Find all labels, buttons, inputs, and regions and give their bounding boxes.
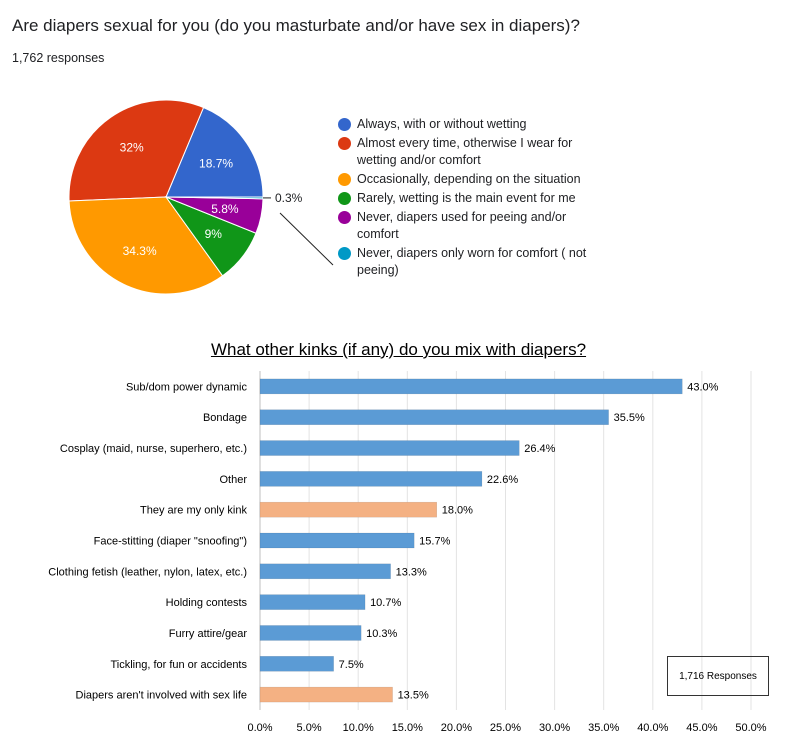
question-title: Are diapers sexual for you (do you mastu…	[12, 16, 580, 35]
bar-value-label: 35.5%	[614, 412, 645, 424]
x-tick-label: 0.0%	[247, 722, 272, 734]
responses-box: 1,716 Responses	[667, 656, 769, 696]
x-tick-label: 30.0%	[539, 722, 570, 734]
bar	[259, 563, 391, 580]
bar	[259, 532, 415, 549]
x-tick-label: 15.0%	[392, 722, 423, 734]
bar	[259, 656, 334, 672]
bar-value-label: 13.3%	[396, 566, 427, 578]
bar-value-label: 7.5%	[339, 659, 364, 671]
legend-label: Rarely, wetting is the main event for me	[357, 191, 576, 205]
pie-slice-label: 5.8%	[211, 202, 239, 216]
bar	[259, 471, 483, 487]
category-label: Other	[219, 474, 247, 486]
pie-slice	[68, 196, 224, 295]
pie-slice	[68, 99, 205, 202]
legend-swatch	[338, 247, 351, 260]
bar-chart-title: What other kinks (if any) do you mix wit…	[210, 340, 587, 359]
category-label: Tickling, for fun or accidents	[110, 659, 247, 671]
x-tick-label: 40.0%	[637, 722, 668, 734]
x-tick-label: 20.0%	[441, 722, 472, 734]
legend-label: Never, diapers only worn for comfort ( n…	[357, 246, 587, 277]
pie-slice-label: 32%	[120, 141, 144, 155]
pie-slice-label: 34.3%	[123, 244, 157, 258]
legend-item: Occasionally, depending on the situation	[338, 171, 598, 188]
legend-item: Almost every time, otherwise I wear for …	[338, 135, 598, 169]
legend-label: Almost every time, otherwise I wear for …	[357, 136, 573, 167]
legend-item: Never, diapers used for peeing and/or co…	[338, 209, 598, 243]
category-label: Furry attire/gear	[169, 628, 248, 640]
category-label: Cosplay (maid, nurse, superhero, etc.)	[60, 443, 247, 455]
x-tick-label: 25.0%	[490, 722, 521, 734]
x-tick-label: 45.0%	[686, 722, 717, 734]
pie-slice	[165, 106, 264, 198]
bar-value-label: 10.3%	[366, 628, 397, 640]
bar	[259, 686, 393, 703]
bar-value-label: 22.6%	[487, 474, 518, 486]
bar-value-label: 26.4%	[524, 443, 555, 455]
bar-value-label: 13.5%	[398, 690, 429, 702]
pie-legend: Always, with or without wetting Almost e…	[338, 116, 598, 281]
legend-swatch	[338, 137, 351, 150]
category-label: Face-stitting (diaper "snoofing")	[94, 536, 247, 548]
legend-item: Rarely, wetting is the main event for me	[338, 190, 598, 207]
pie-slice-label: 9%	[205, 227, 223, 241]
legend-swatch	[338, 211, 351, 224]
legend-swatch	[338, 192, 351, 205]
category-label: Bondage	[203, 412, 247, 424]
response-count: 1,762 responses	[12, 51, 105, 65]
bar-value-label: 15.7%	[419, 536, 450, 548]
x-tick-label: 5.0%	[297, 722, 322, 734]
legend-swatch	[338, 173, 351, 186]
legend-item: Never, diapers only worn for comfort ( n…	[338, 245, 598, 279]
category-label: Sub/dom power dynamic	[126, 381, 248, 393]
legend-swatch	[338, 118, 351, 131]
pie-slice-label: 18.7%	[199, 157, 233, 171]
pie-slice-label: 0.3%	[275, 191, 303, 205]
bar-value-label: 10.7%	[370, 597, 401, 609]
x-tick-label: 35.0%	[588, 722, 619, 734]
legend-label: Never, diapers used for peeing and/or co…	[357, 210, 567, 241]
bar	[259, 440, 520, 456]
bar	[259, 501, 438, 518]
x-tick-label: 10.0%	[343, 722, 374, 734]
bar	[259, 625, 362, 641]
category-label: They are my only kink	[140, 505, 247, 517]
bar-value-label: 18.0%	[442, 505, 473, 517]
legend-label: Always, with or without wetting	[357, 117, 527, 131]
bar-value-label: 43.0%	[687, 381, 718, 393]
bar	[259, 594, 366, 610]
legend-label: Occasionally, depending on the situation	[357, 172, 581, 186]
category-label: Clothing fetish (leather, nylon, latex, …	[48, 566, 247, 578]
legend-item: Always, with or without wetting	[338, 116, 598, 133]
pie-leader-line	[279, 212, 334, 266]
bar	[259, 378, 683, 395]
bar	[259, 409, 609, 425]
pie-chart: 18.7% 32% 34.3% 9% 5.8% 0.3%	[68, 99, 334, 295]
x-tick-label: 50.0%	[735, 722, 766, 734]
category-label: Diapers aren't involved with sex life	[76, 690, 247, 702]
category-label: Holding contests	[166, 597, 248, 609]
